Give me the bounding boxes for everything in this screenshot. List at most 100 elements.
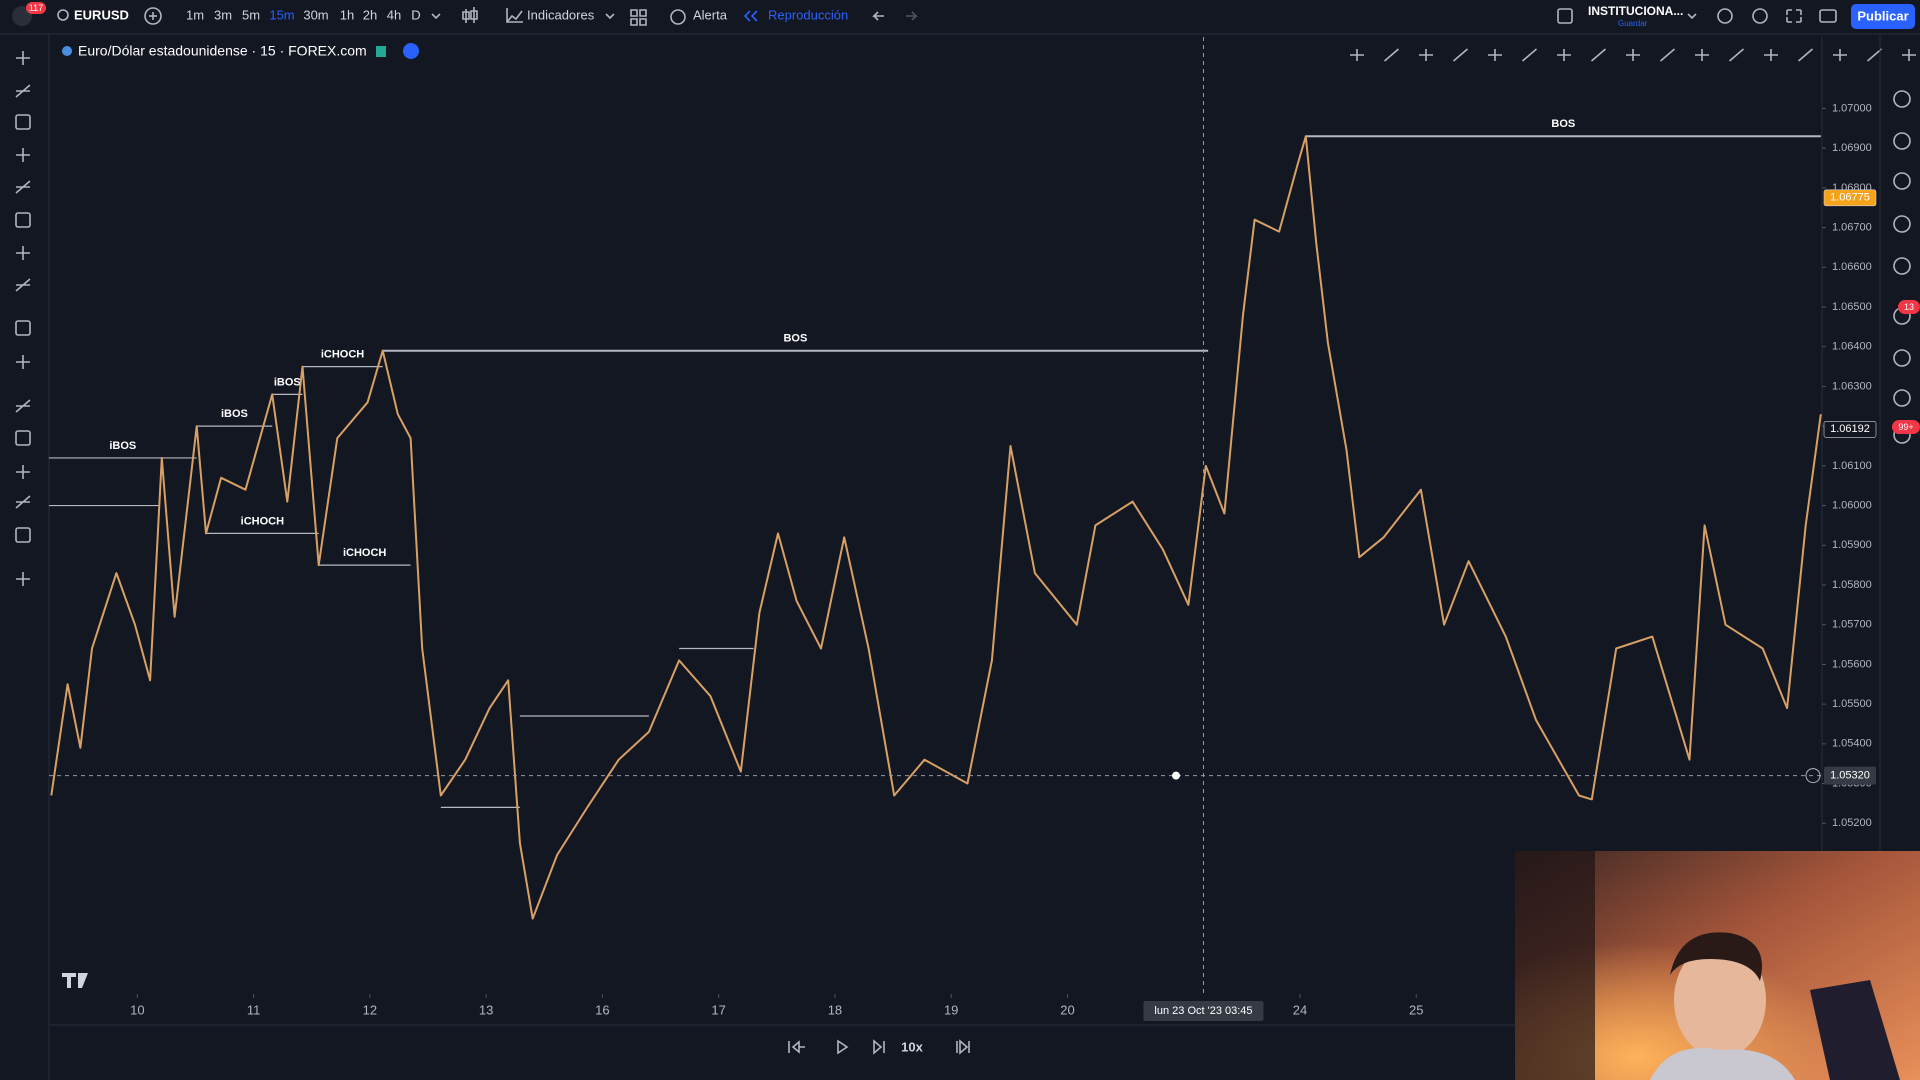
draw-tool[interactable] [1902, 49, 1916, 61]
x-tick-label: 13 [479, 1002, 493, 1017]
tool-icon[interactable] [15, 527, 31, 543]
draw-tool[interactable] [1452, 48, 1469, 62]
timeframe-button[interactable]: 2h [363, 7, 377, 22]
draw-tool[interactable] [1488, 49, 1502, 61]
tool-icon[interactable] [16, 465, 30, 479]
x-tick-label: 24 [1293, 1002, 1307, 1017]
alert-button[interactable]: Alerta [693, 7, 728, 22]
layout-icon[interactable] [1557, 8, 1573, 24]
tool-icon[interactable] [15, 114, 31, 130]
draw-tool[interactable] [1626, 49, 1640, 61]
templates-icon[interactable] [630, 9, 647, 26]
snapshot[interactable] [1819, 9, 1837, 23]
draw-tool[interactable] [1695, 49, 1709, 61]
undo[interactable] [872, 11, 884, 21]
draw-tool[interactable] [1521, 48, 1538, 62]
chart-type-icon[interactable] [462, 7, 478, 23]
timeframe-button[interactable]: 4h [387, 7, 401, 22]
tool-icon[interactable] [15, 180, 31, 194]
crosshair-price: 1.05320 [1830, 770, 1870, 782]
tool-icon[interactable] [16, 355, 30, 369]
sidebar-icon[interactable] [1893, 132, 1911, 150]
price-tag [1823, 421, 1877, 438]
structure-label: iBOS [109, 440, 136, 452]
replay-play[interactable] [837, 1039, 849, 1055]
replay-speed[interactable]: 10x [901, 1039, 923, 1054]
y-tick-label: 1.05800 [1832, 579, 1872, 591]
compare-button[interactable] [144, 7, 162, 25]
price-line [50, 135, 1822, 920]
indicators-icon[interactable] [506, 8, 523, 23]
sidebar-icon[interactable] [1893, 349, 1911, 367]
chart-area: 1.052001.053001.054001.055001.056001.057… [49, 37, 1877, 1025]
draw-tool[interactable] [1590, 48, 1607, 62]
symbol[interactable]: EURUSD [74, 7, 129, 22]
sidebar-icon[interactable] [1893, 389, 1911, 407]
y-tick-label: 1.07000 [1832, 102, 1872, 114]
tool-icon[interactable] [15, 320, 31, 336]
draw-tool[interactable] [1866, 48, 1883, 62]
x-tick-label: 17 [711, 1002, 725, 1017]
chevron[interactable] [1687, 13, 1697, 20]
tool-icon[interactable] [15, 495, 31, 509]
timeframe-button[interactable]: 15m [269, 7, 294, 22]
draw-tool[interactable] [1764, 49, 1778, 61]
timeframe-button[interactable]: 30m [303, 7, 328, 22]
draw-tool[interactable] [1659, 48, 1676, 62]
timeframe-button[interactable]: 1m [186, 7, 204, 22]
publish-label: Publicar [1857, 8, 1908, 23]
replay-exit[interactable] [956, 1039, 970, 1055]
tool-icon[interactable] [15, 278, 31, 292]
y-tick-label: 1.06400 [1832, 341, 1872, 353]
badge-text: 99+ [1898, 422, 1913, 432]
replay-button[interactable]: Reproducción [768, 7, 848, 22]
tool-icon[interactable] [16, 51, 30, 65]
draw-tool[interactable] [1833, 49, 1847, 61]
replay-step[interactable] [873, 1039, 885, 1055]
search-icon[interactable] [57, 9, 69, 21]
x-tick-label: 12 [363, 1002, 377, 1017]
indicators-button[interactable]: Indicadores [527, 7, 595, 22]
tool-icon[interactable] [15, 430, 31, 446]
y-tick-label: 1.05200 [1832, 817, 1872, 829]
sidebar-icon[interactable] [1893, 257, 1911, 275]
chevron[interactable] [431, 13, 441, 20]
draw-tool[interactable] [1797, 48, 1814, 62]
timeframe-button[interactable]: 1h [340, 7, 354, 22]
draw-tool[interactable] [1419, 49, 1433, 61]
timeframe-button[interactable]: 5m [242, 7, 260, 22]
tool-icon[interactable] [15, 84, 31, 98]
add-alert[interactable] [1805, 768, 1821, 784]
draw-tool[interactable] [1383, 48, 1400, 62]
timeframe-button[interactable]: D [411, 7, 420, 22]
alert-icon[interactable] [670, 9, 686, 25]
timeframe-button[interactable]: 3m [214, 7, 232, 22]
settings[interactable] [1752, 8, 1768, 24]
sidebar-icon[interactable] [1893, 90, 1911, 108]
replay-icon[interactable] [743, 10, 758, 22]
chevron[interactable] [605, 13, 615, 20]
y-tick-label: 1.06100 [1832, 460, 1872, 472]
redo[interactable] [906, 11, 918, 21]
replay-jump[interactable] [788, 1040, 805, 1054]
publish-button[interactable] [1851, 4, 1915, 29]
draw-tool[interactable] [1350, 49, 1364, 61]
sidebar-icon[interactable] [1893, 172, 1911, 190]
badge [1892, 420, 1920, 434]
structure-label: iBOS [221, 408, 248, 420]
tool-icon[interactable] [15, 212, 31, 228]
tool-icon[interactable] [15, 399, 31, 413]
layout-save[interactable]: Guardar [1618, 19, 1648, 28]
tool-icon[interactable] [16, 246, 30, 260]
tool-icon[interactable] [16, 148, 30, 162]
sidebar-icon[interactable] [1893, 215, 1911, 233]
drawing-toolbar [1350, 48, 1916, 62]
quick-search[interactable] [1717, 8, 1733, 24]
tool-icon[interactable] [16, 572, 30, 586]
fullscreen[interactable] [1786, 9, 1802, 23]
draw-tool[interactable] [1728, 48, 1745, 62]
draw-tool[interactable] [1557, 49, 1571, 61]
badge [1898, 300, 1920, 314]
layout-name[interactable]: INSTITUCIONA... [1588, 4, 1683, 18]
